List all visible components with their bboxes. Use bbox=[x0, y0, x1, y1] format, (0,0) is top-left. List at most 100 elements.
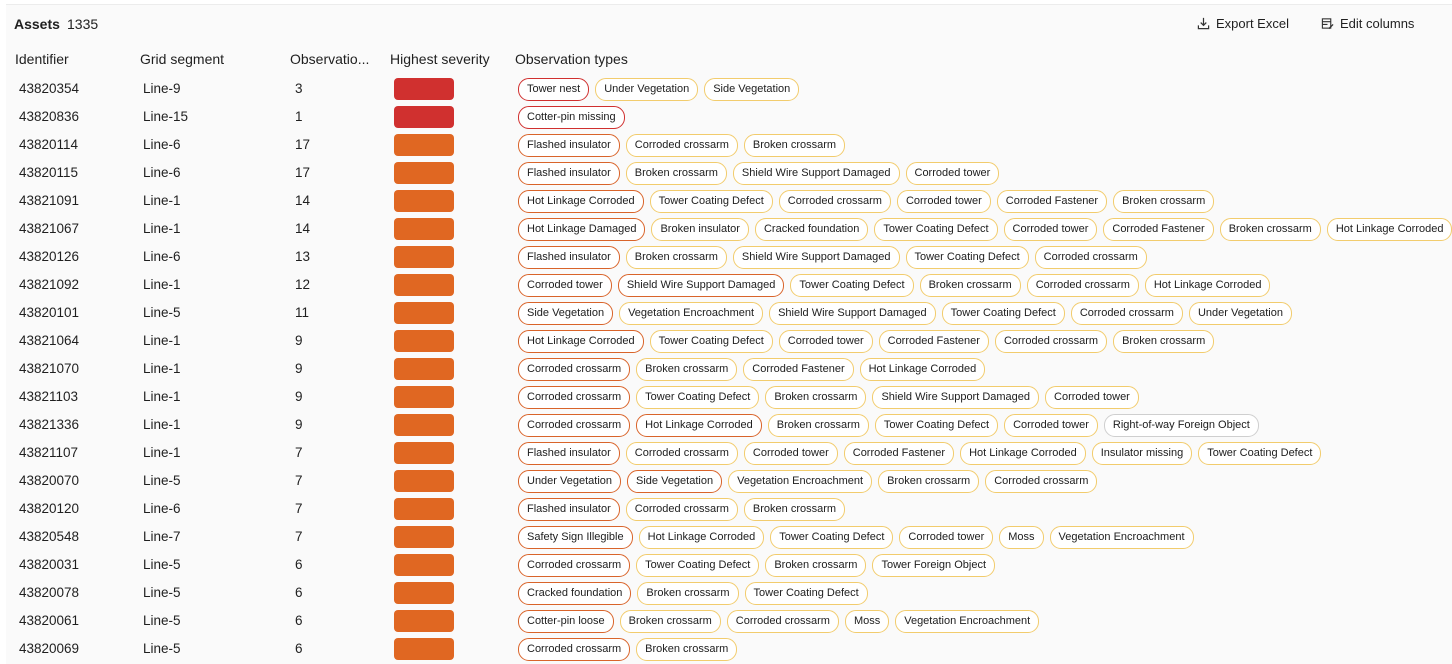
observation-type-chip[interactable]: Corroded tower bbox=[518, 274, 612, 297]
observation-type-chip[interactable]: Side Vegetation bbox=[627, 470, 723, 493]
observation-type-chip[interactable]: Broken crossarm bbox=[1113, 330, 1215, 353]
observation-type-chip[interactable]: Broken crossarm bbox=[636, 638, 738, 661]
observation-type-chip[interactable]: Corroded crossarm bbox=[518, 554, 631, 577]
observation-type-chip[interactable]: Tower Foreign Object bbox=[872, 554, 995, 577]
observation-type-chip[interactable]: Hot Linkage Corroded bbox=[518, 190, 644, 213]
observation-type-chip[interactable]: Hot Linkage Corroded bbox=[638, 526, 765, 549]
observation-type-chip[interactable]: Broken crossarm bbox=[767, 414, 869, 437]
observation-type-chip[interactable]: Corroded crossarm bbox=[1070, 302, 1183, 325]
observation-type-chip[interactable]: Under Vegetation bbox=[518, 470, 622, 493]
observation-type-chip[interactable]: Corroded crossarm bbox=[518, 386, 631, 409]
observation-type-chip[interactable]: Tower Coating Defect bbox=[874, 218, 998, 241]
observation-type-chip[interactable]: Shield Wire Support Damaged bbox=[617, 274, 785, 297]
observation-type-chip[interactable]: Broken crossarm bbox=[619, 610, 721, 633]
observation-type-chip[interactable]: Hot Linkage Corroded bbox=[1144, 274, 1271, 297]
observation-type-chip[interactable]: Corroded tower bbox=[1003, 218, 1098, 241]
observation-type-chip[interactable]: Corroded crossarm bbox=[985, 470, 1098, 493]
observation-type-chip[interactable]: Tower Coating Defect bbox=[636, 554, 760, 577]
observation-type-chip[interactable]: Corroded Fastener bbox=[1103, 218, 1214, 241]
observation-type-chip[interactable]: Broken crossarm bbox=[636, 358, 738, 381]
observation-type-chip[interactable]: Flashed insulator bbox=[518, 498, 620, 521]
observation-type-chip[interactable]: Cracked foundation bbox=[754, 218, 869, 241]
observation-type-chip[interactable]: Broken crossarm bbox=[919, 274, 1021, 297]
table-row[interactable]: 43821070 Line-1 9 Corroded crossarm Broken c… bbox=[6, 355, 1452, 383]
observation-type-chip[interactable]: Broken insulator bbox=[651, 218, 749, 241]
observation-type-chip[interactable]: Flashed insulator bbox=[518, 246, 620, 269]
table-row[interactable]: 43821336 Line-1 9 Corroded crossarm Hot Link… bbox=[6, 411, 1452, 439]
observation-type-chip[interactable]: Corroded crossarm bbox=[518, 414, 631, 437]
observation-type-chip[interactable]: Corroded Fastener bbox=[878, 330, 989, 353]
observation-type-chip[interactable]: Corroded tower bbox=[778, 330, 873, 353]
column-header-grid-segment[interactable]: Grid segment bbox=[140, 51, 225, 67]
observation-type-chip[interactable]: Shield Wire Support Damaged bbox=[872, 386, 1040, 409]
observation-type-chip[interactable]: Hot Linkage Damaged bbox=[518, 218, 646, 241]
observation-type-chip[interactable]: Corroded crossarm bbox=[726, 610, 839, 633]
observation-type-chip[interactable]: Shield Wire Support Damaged bbox=[732, 162, 900, 185]
table-row[interactable]: 43821107 Line-1 7 Flashed insulator Corroded… bbox=[6, 439, 1452, 467]
table-row[interactable]: 43820070 Line-5 7 Under Vegetation Side Vege… bbox=[6, 467, 1452, 495]
export-excel-button[interactable]: Export Excel bbox=[1197, 16, 1289, 31]
observation-type-chip[interactable]: Broken crossarm bbox=[637, 582, 739, 605]
observation-type-chip[interactable]: Corroded tower bbox=[743, 442, 838, 465]
observation-type-chip[interactable]: Hot Linkage Corroded bbox=[960, 442, 1086, 465]
observation-type-chip[interactable]: Side Vegetation bbox=[704, 78, 800, 101]
observation-type-chip[interactable]: Broken crossarm bbox=[743, 498, 846, 521]
observation-type-chip[interactable]: Broken crossarm bbox=[765, 554, 867, 577]
observation-type-chip[interactable]: Tower Coating Defect bbox=[905, 246, 1029, 269]
observation-type-chip[interactable]: Shield Wire Support Damaged bbox=[732, 246, 900, 269]
observation-type-chip[interactable]: Broken crossarm bbox=[878, 470, 980, 493]
table-row[interactable]: 43821064 Line-1 9 Hot Linkage Corroded Tower… bbox=[6, 327, 1452, 355]
observation-type-chip[interactable]: Corroded crossarm bbox=[518, 358, 631, 381]
table-row[interactable]: 43821091 Line-1 14 Hot Linkage Corroded Towe… bbox=[6, 187, 1452, 215]
observation-type-chip[interactable]: Corroded crossarm bbox=[625, 442, 738, 465]
observation-type-chip[interactable]: Tower Coating Defect bbox=[790, 274, 914, 297]
table-row[interactable]: 43820069 Line-5 6 Corroded crossarm Broken c… bbox=[6, 635, 1452, 663]
table-row[interactable]: 43820031 Line-5 6 Corroded crossarm Tower Co… bbox=[6, 551, 1452, 579]
table-row[interactable]: 43820126 Line-6 13 Flashed insulator Broken … bbox=[6, 243, 1452, 271]
observation-type-chip[interactable]: Flashed insulator bbox=[518, 442, 620, 465]
observation-type-chip[interactable]: Corroded tower bbox=[1004, 414, 1098, 437]
observation-type-chip[interactable]: Broken crossarm bbox=[625, 246, 727, 269]
edit-columns-button[interactable]: Edit columns bbox=[1321, 16, 1414, 31]
column-header-observations[interactable]: Observatio... bbox=[290, 51, 370, 67]
observation-type-chip[interactable]: Hot Linkage Corroded bbox=[636, 414, 762, 437]
observation-type-chip[interactable]: Corroded tower bbox=[905, 162, 1000, 185]
column-header-identifier[interactable]: Identifier bbox=[15, 51, 69, 67]
observation-type-chip[interactable]: Shield Wire Support Damaged bbox=[769, 302, 936, 325]
observation-type-chip[interactable]: Corroded crossarm bbox=[518, 638, 631, 661]
table-row[interactable]: 43821092 Line-1 12 Corroded tower Shield Wir… bbox=[6, 271, 1452, 299]
observation-type-chip[interactable]: Cotter-pin loose bbox=[518, 610, 614, 633]
observation-type-chip[interactable]: Corroded crossarm bbox=[1034, 246, 1147, 269]
table-row[interactable]: 43820548 Line-7 7 Safety Sign Illegible Hot … bbox=[6, 523, 1452, 551]
observation-type-chip[interactable]: Tower Coating Defect bbox=[649, 330, 773, 353]
observation-type-chip[interactable]: Broken crossarm bbox=[1219, 218, 1321, 241]
table-row[interactable]: 43820061 Line-5 6 Cotter-pin loose Broken cr… bbox=[6, 607, 1452, 635]
observation-type-chip[interactable]: Broken crossarm bbox=[765, 386, 867, 409]
observation-type-chip[interactable]: Hot Linkage Corroded bbox=[859, 358, 986, 381]
observation-type-chip[interactable]: Flashed insulator bbox=[518, 162, 620, 185]
observation-type-chip[interactable]: Safety Sign Illegible bbox=[518, 526, 633, 549]
observation-type-chip[interactable]: Corroded tower bbox=[899, 526, 994, 549]
observation-type-chip[interactable]: Corroded tower bbox=[1045, 386, 1139, 409]
observation-type-chip[interactable]: Moss bbox=[844, 610, 890, 633]
table-row[interactable]: 43821103 Line-1 9 Corroded crossarm Tower Co… bbox=[6, 383, 1452, 411]
observation-type-chip[interactable]: Corroded crossarm bbox=[994, 330, 1108, 353]
observation-type-chip[interactable]: Insulator missing bbox=[1091, 442, 1193, 465]
table-row[interactable]: 43821067 Line-1 14 Hot Linkage Damaged Broke… bbox=[6, 215, 1452, 243]
table-row[interactable]: 43820101 Line-5 11 Side Vegetation Vegetatio… bbox=[6, 299, 1452, 327]
observation-type-chip[interactable]: Under Vegetation bbox=[595, 78, 699, 101]
observation-type-chip[interactable]: Tower Coating Defect bbox=[744, 582, 868, 605]
table-row[interactable]: 43820120 Line-6 7 Flashed insulator Corroded… bbox=[6, 495, 1452, 523]
observation-type-chip[interactable]: Tower Coating Defect bbox=[941, 302, 1065, 325]
table-row[interactable]: 43820114 Line-6 17 Flashed insulator Corrode… bbox=[6, 131, 1452, 159]
observation-type-chip[interactable]: Tower Coating Defect bbox=[1198, 442, 1322, 465]
observation-type-chip[interactable]: Under Vegetation bbox=[1188, 302, 1292, 325]
observation-type-chip[interactable]: Moss bbox=[999, 526, 1044, 549]
observation-type-chip[interactable]: Corroded crossarm bbox=[625, 498, 738, 521]
table-row[interactable]: 43820115 Line-6 17 Flashed insulator Broken … bbox=[6, 159, 1452, 187]
observation-type-chip[interactable]: Corroded crossarm bbox=[778, 190, 891, 213]
observation-type-chip[interactable]: Corroded crossarm bbox=[1026, 274, 1139, 297]
observation-type-chip[interactable]: Corroded Fastener bbox=[996, 190, 1108, 213]
observation-type-chip[interactable]: Corroded Fastener bbox=[843, 442, 955, 465]
observation-type-chip[interactable]: Tower Coating Defect bbox=[874, 414, 999, 437]
